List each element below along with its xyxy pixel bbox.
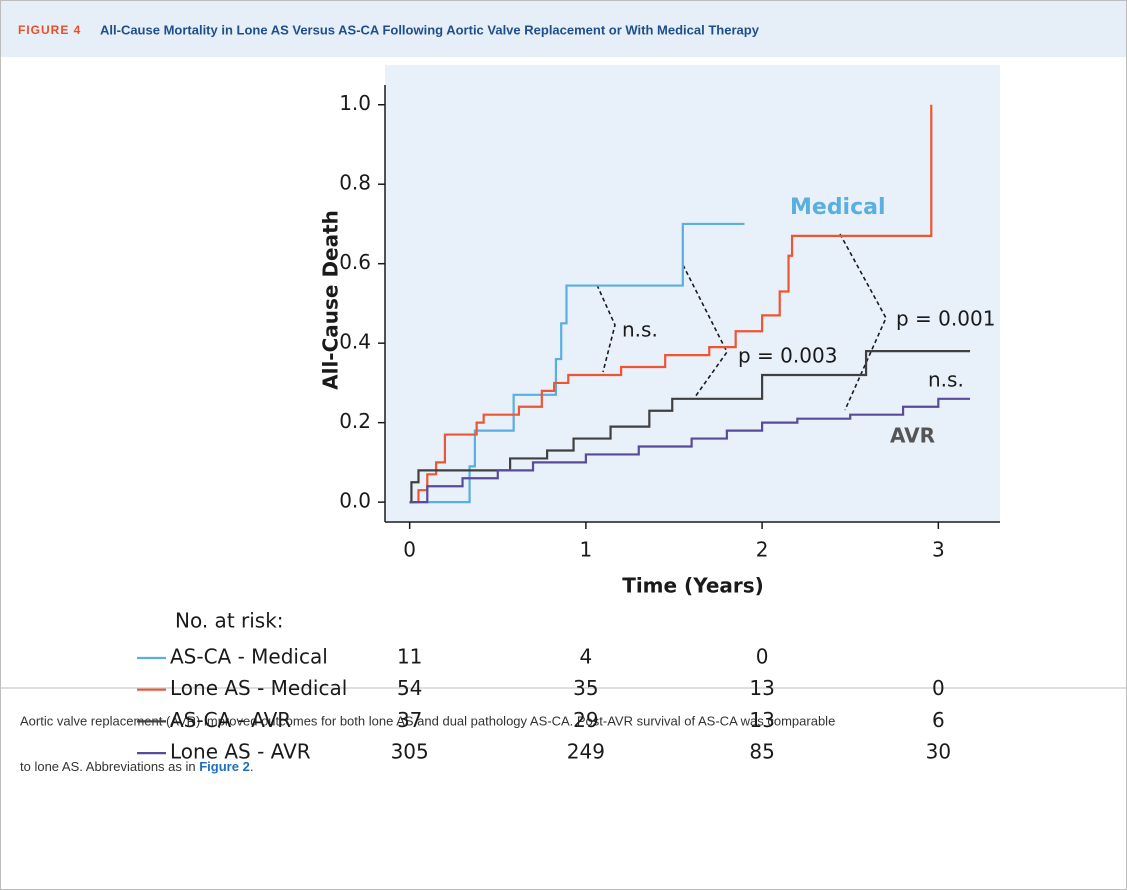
x-tick-label: 1 xyxy=(580,538,593,562)
annotation-medical: Medical xyxy=(790,195,886,220)
at-risk-count: 11 xyxy=(397,645,422,669)
x-tick-label: 3 xyxy=(932,538,945,562)
caption-line: to lone AS. Abbreviations as in Figure 2… xyxy=(20,759,253,774)
y-tick-label: 1.0 xyxy=(339,91,371,115)
plot-area xyxy=(385,65,1000,522)
at-risk-count: 29 xyxy=(573,708,598,732)
at-risk-count: 4 xyxy=(580,645,593,669)
figure-title: All-Cause Mortality in Lone AS Versus AS… xyxy=(100,22,760,37)
legend-label: AS-CA - AVR xyxy=(170,708,291,732)
p-value-brackets xyxy=(596,233,887,411)
caption-text: to lone AS. Abbreviations as in xyxy=(20,759,199,774)
at-risk-count: 85 xyxy=(749,740,774,764)
at-risk-count: 0 xyxy=(932,676,945,700)
annotation-p: n.s. xyxy=(928,368,964,392)
at-risk-count: 13 xyxy=(749,708,774,732)
km-curve xyxy=(409,104,933,504)
at-risk-count: 37 xyxy=(397,708,422,732)
at-risk-count: 305 xyxy=(391,740,429,764)
at-risk-count: 0 xyxy=(756,645,769,669)
annotation-avr: AVR xyxy=(890,424,935,448)
caption-text: . xyxy=(250,759,254,774)
header-band xyxy=(1,1,1126,57)
y-tick-label: 0.8 xyxy=(339,171,371,195)
at-risk-title: No. at risk: xyxy=(175,609,284,633)
annotation-p: p = 0.001 xyxy=(896,307,995,331)
x-tick-label: 0 xyxy=(403,538,416,562)
at-risk-count: 54 xyxy=(397,676,422,700)
at-risk-count: 13 xyxy=(749,676,774,700)
km-curve xyxy=(409,350,971,504)
figure-label: FIGURE 4 xyxy=(18,23,81,37)
at-risk-count: 30 xyxy=(926,740,951,764)
bracket xyxy=(596,284,616,373)
y-tick-label: 0.2 xyxy=(339,409,371,433)
legend-label: Lone AS - Medical xyxy=(170,676,347,700)
x-axis-title: Time (Years) xyxy=(622,574,764,598)
km-curve xyxy=(409,397,971,504)
caption-line: Aortic valve replacement (AVR) improved … xyxy=(20,713,835,728)
caption-link[interactable]: Figure 2 xyxy=(199,759,250,774)
y-tick-label: 0.0 xyxy=(339,489,371,513)
x-tick-label: 2 xyxy=(756,538,769,562)
km-curve xyxy=(409,222,745,504)
annotation-p: p = 0.003 xyxy=(738,344,837,368)
y-axis-title: All-Cause Death xyxy=(319,210,343,390)
y-tick-label: 0.6 xyxy=(339,250,371,274)
bracket xyxy=(682,264,728,398)
at-risk-count: 35 xyxy=(573,676,598,700)
legend-label: AS-CA - Medical xyxy=(170,645,328,669)
bracket xyxy=(839,233,887,411)
at-risk-count: 6 xyxy=(932,708,945,732)
at-risk-count: 249 xyxy=(567,740,605,764)
y-tick-label: 0.4 xyxy=(339,330,371,354)
legend-label: Lone AS - AVR xyxy=(170,740,311,764)
annotation-p: n.s. xyxy=(622,318,658,342)
